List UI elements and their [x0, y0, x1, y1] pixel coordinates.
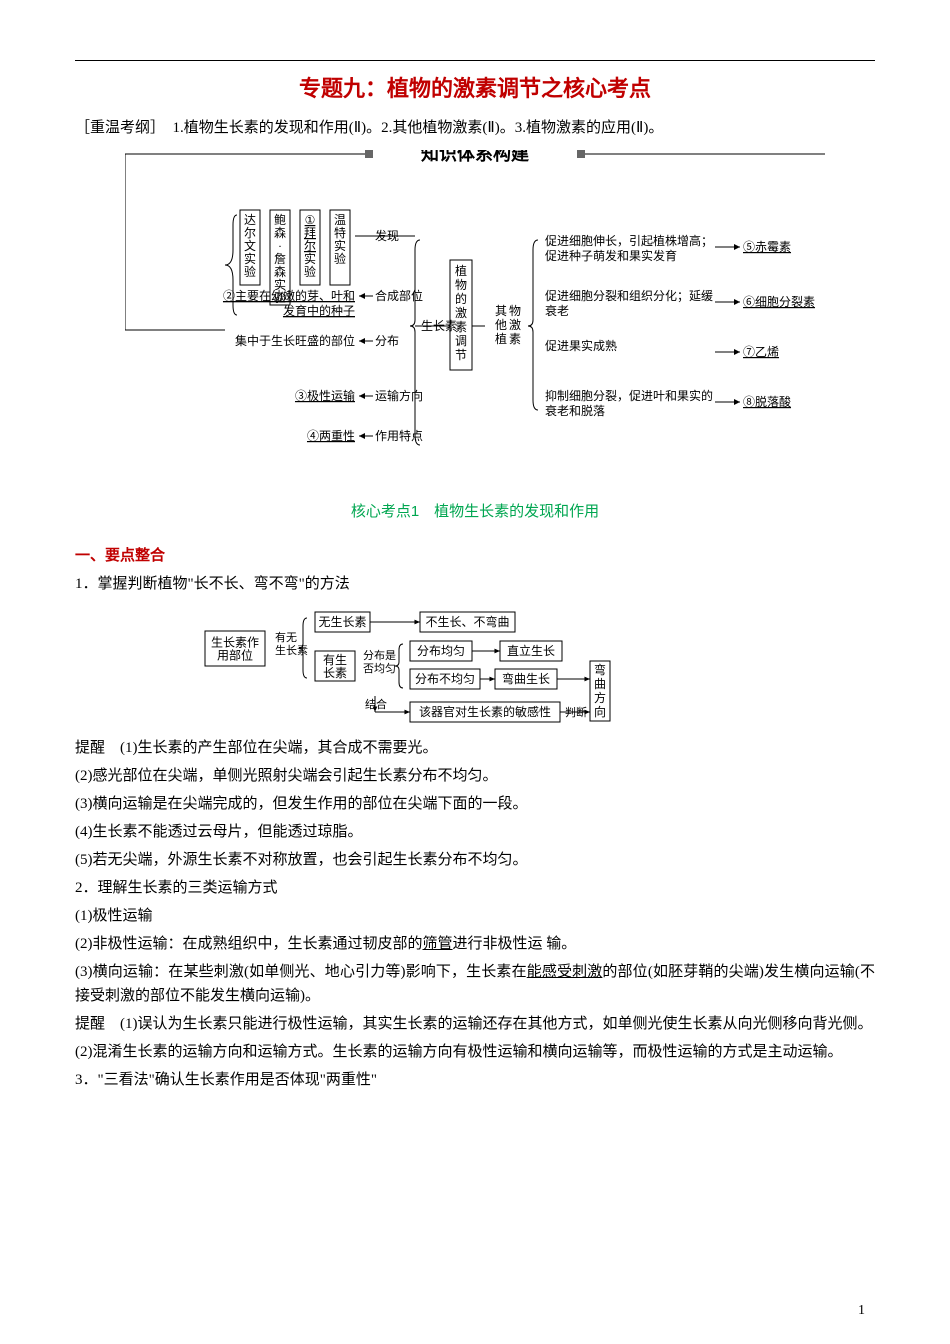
point2-title: 2．理解生长素的三类运输方式 — [75, 876, 875, 900]
top-rule — [75, 60, 875, 61]
svg-text:温: 温 — [334, 213, 346, 227]
svg-text:验: 验 — [334, 251, 346, 266]
svg-text:作用特点: 作用特点 — [375, 428, 423, 443]
svg-text:实: 实 — [244, 251, 256, 266]
svg-text:弯曲生长: 弯曲生长 — [502, 671, 550, 686]
svg-text:有无: 有无 — [275, 630, 297, 644]
svg-text:弯: 弯 — [594, 662, 606, 677]
reminder-7: (2)混淆生长素的运输方向和运输方式。生长素的运输方向有极性运输和横向运输等，而… — [75, 1040, 875, 1064]
svg-text:特: 特 — [334, 225, 346, 240]
key-points-heading: 一、要点整合 — [75, 544, 875, 568]
svg-text:植物的激素调节: 植物的激素调节 — [455, 263, 467, 362]
svg-text:文: 文 — [244, 238, 256, 253]
flowchart-diagram: 生长素作用部位有无生长素无生长素不生长、不弯曲有生长素分布是否均匀分布均匀直立生… — [75, 606, 875, 726]
svg-text:不生长、不弯曲: 不生长、不弯曲 — [425, 614, 509, 629]
reminder-1: 提醒 (1)生长素的产生部位在尖端，其合成不需要光。 — [75, 736, 875, 760]
svg-text:实: 实 — [304, 251, 316, 266]
svg-text:鲍: 鲍 — [274, 213, 286, 227]
svg-text:方: 方 — [594, 690, 606, 705]
svg-text:抑制细胞分裂，促进叶和果实的衰老和脱落: 抑制细胞分裂，促进叶和果实的衰老和脱落 — [545, 388, 713, 418]
svg-text:分布不均匀: 分布不均匀 — [415, 672, 475, 686]
svg-text:集中于生长旺盛的部位: 集中于生长旺盛的部位 — [235, 333, 355, 348]
svg-text:向: 向 — [594, 704, 606, 719]
svg-text:⑦乙烯: ⑦乙烯 — [743, 345, 779, 359]
svg-text:验: 验 — [304, 264, 316, 279]
svg-text:⑧脱落酸: ⑧脱落酸 — [743, 394, 791, 409]
svg-text:⑥细胞分裂素: ⑥细胞分裂素 — [743, 295, 815, 309]
svg-text:其他植物激素: 其他植物激素 — [495, 304, 521, 346]
point1-title: 1．掌握判断植物"长不长、弯不弯"的方法 — [75, 572, 875, 596]
transport-1: (1)极性运输 — [75, 904, 875, 928]
svg-text:无生长素: 无生长素 — [318, 615, 366, 629]
svg-text:尔: 尔 — [244, 225, 256, 240]
transport-3: (3)横向运输：在某些刺激(如单侧光、地心引力等)影响下，生长素在能感受刺激的部… — [75, 960, 875, 1008]
svg-text:曲: 曲 — [594, 677, 606, 691]
svg-text:分布: 分布 — [375, 334, 399, 348]
exam-outline: ［重温考纲］ 1.植物生长素的发现和作用(Ⅱ)。2.其他植物激素(Ⅱ)。3.植物… — [75, 116, 875, 140]
svg-text:森: 森 — [274, 225, 286, 240]
svg-text:尔: 尔 — [304, 238, 316, 253]
svg-text:合成部位: 合成部位 — [375, 288, 423, 303]
svg-text:生长素作用部位: 生长素作用部位 — [211, 636, 259, 663]
svg-text:有生长素: 有生长素 — [323, 653, 347, 680]
reminder-5: (5)若无尖端，外源生长素不对称放置，也会引起生长素分布不均匀。 — [75, 848, 875, 872]
knowledge-structure-diagram: 知识体系构建 达尔文实验鲍森·詹森实验①拜尔实验温特实验 发现 植物的激素调节 … — [75, 150, 875, 480]
svg-text:促进细胞分裂和组织分化；延缓衰老: 促进细胞分裂和组织分化；延缓衰老 — [545, 289, 713, 318]
svg-text:②主要在幼嫩的芽、叶和发育中的种子: ②主要在幼嫩的芽、叶和发育中的种子 — [223, 288, 355, 318]
svg-text:促进果实成熟: 促进果实成熟 — [545, 338, 617, 353]
point3-title: 3．"三看法"确认生长素作用是否体现"两重性" — [75, 1068, 875, 1092]
svg-text:运输方向: 运输方向 — [375, 388, 423, 403]
svg-text:直立生长: 直立生长 — [507, 643, 555, 658]
core-point-heading: 核心考点1 植物生长素的发现和作用 — [75, 500, 875, 524]
svg-text:⑤赤霉素: ⑤赤霉素 — [743, 240, 791, 254]
svg-text:分布均匀: 分布均匀 — [417, 644, 465, 658]
svg-text:④两重性: ④两重性 — [307, 429, 355, 443]
page-number: 1 — [858, 1300, 865, 1322]
svg-text:詹: 詹 — [274, 252, 286, 266]
reminder-6: 提醒 (1)误认为生长素只能进行极性运输，其实生长素的运输还存在其他方式，如单侧… — [75, 1012, 875, 1036]
svg-text:验: 验 — [244, 264, 256, 279]
transport-2: (2)非极性运输：在成熟组织中，生长素通过韧皮部的筛管进行非极性运 输。 — [75, 932, 875, 956]
svg-text:该器官对生长素的敏感性: 该器官对生长素的敏感性 — [419, 704, 551, 719]
main-title: 专题九：植物的激素调节之核心考点 — [75, 71, 875, 106]
svg-text:实: 实 — [334, 238, 346, 253]
reminder-3: (3)横向运输是在尖端完成的，但发生作用的部位在尖端下面的一段。 — [75, 792, 875, 816]
svg-text:分布是: 分布是 — [363, 649, 396, 662]
svg-text:达: 达 — [244, 213, 256, 227]
svg-text:·: · — [278, 239, 282, 253]
svg-text:③极性运输: ③极性运输 — [295, 388, 355, 403]
reminder-4: (4)生长素不能透过云母片，但能透过琼脂。 — [75, 820, 875, 844]
svg-text:促进细胞伸长，引起植株增高；促进种子萌发和果实发育: 促进细胞伸长，引起植株增高；促进种子萌发和果实发育 — [545, 233, 713, 263]
svg-text:拜: 拜 — [304, 226, 316, 240]
reminder-2: (2)感光部位在尖端，单侧光照射尖端会引起生长素分布不均匀。 — [75, 764, 875, 788]
svg-text:森: 森 — [274, 264, 286, 279]
svg-text:否均匀: 否均匀 — [363, 662, 396, 675]
svg-text:知识体系构建: 知识体系构建 — [421, 150, 529, 164]
svg-text:①: ① — [305, 213, 316, 227]
